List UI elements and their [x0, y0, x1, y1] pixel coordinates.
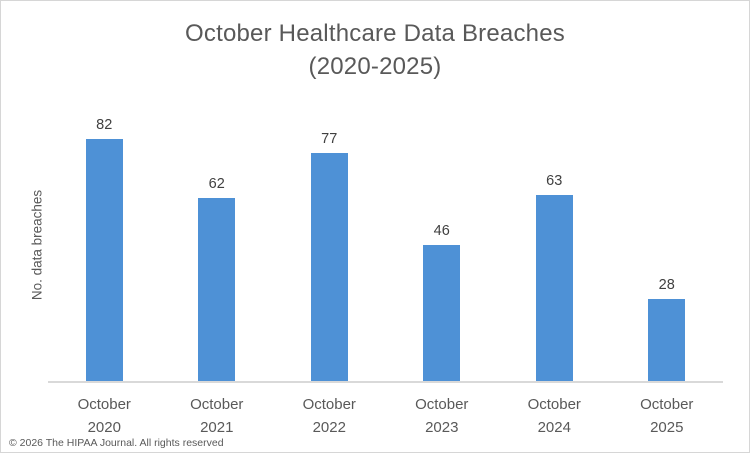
bar-group: 28: [611, 106, 724, 382]
bar-group: 77: [273, 106, 386, 382]
x-axis-label: October 2025: [611, 393, 724, 440]
bar: [648, 299, 686, 382]
chart-title-block: October Healthcare Data Breaches (2020-2…: [1, 17, 749, 83]
bar: [535, 195, 573, 382]
x-axis-label-line2: 2020: [87, 419, 121, 437]
x-axis-label-line2: 2024: [537, 419, 571, 437]
x-axis-label: October 2020: [48, 393, 161, 440]
x-axis-labels: October 2020 October 2021 October 2022 October…: [48, 393, 723, 440]
x-axis-label: October 2023: [386, 393, 499, 440]
x-axis-label-line1: October: [415, 396, 469, 413]
x-axis-label: October 2021: [161, 393, 274, 440]
bar-value-label: 82: [96, 116, 113, 133]
bar-value-label: 62: [208, 175, 225, 192]
bar-value-label: 28: [658, 276, 675, 293]
x-axis-label: October 2022: [273, 393, 386, 440]
chart-title: October Healthcare Data Breaches: [185, 20, 565, 47]
y-axis-title: No. data breaches: [29, 189, 45, 301]
copyright-notice: © 2026 The HIPAA Journal. All rights res…: [9, 437, 224, 449]
x-axis-label-line2: 2022: [312, 419, 346, 437]
bar-group: 82: [48, 106, 161, 382]
x-axis-label-line1: October: [527, 396, 581, 413]
bar-group: 62: [161, 106, 274, 382]
bar-group: 63: [498, 106, 611, 382]
x-axis-line: [48, 381, 723, 383]
x-axis-label-line2: 2023: [425, 419, 459, 437]
x-axis-label-line1: October: [77, 396, 131, 413]
x-axis-label-line2: 2025: [650, 419, 684, 437]
x-axis-label-line1: October: [640, 396, 694, 413]
bar: [85, 139, 123, 382]
x-axis-label: October 2024: [498, 393, 611, 440]
x-axis-label-line1: October: [190, 396, 244, 413]
plot-area: 82 62 77 46 63 28: [48, 106, 723, 382]
bar-value-label: 77: [321, 130, 338, 147]
bar-value-label: 63: [546, 172, 563, 189]
bar: [198, 198, 236, 382]
chart-subtitle: (2020-2025): [308, 53, 442, 81]
bar-group: 46: [386, 106, 499, 382]
bar: [423, 245, 461, 382]
bar-value-label: 46: [433, 222, 450, 239]
x-axis-label-line2: 2021: [200, 419, 234, 437]
x-axis-label-line1: October: [302, 396, 356, 413]
bar: [310, 153, 348, 382]
